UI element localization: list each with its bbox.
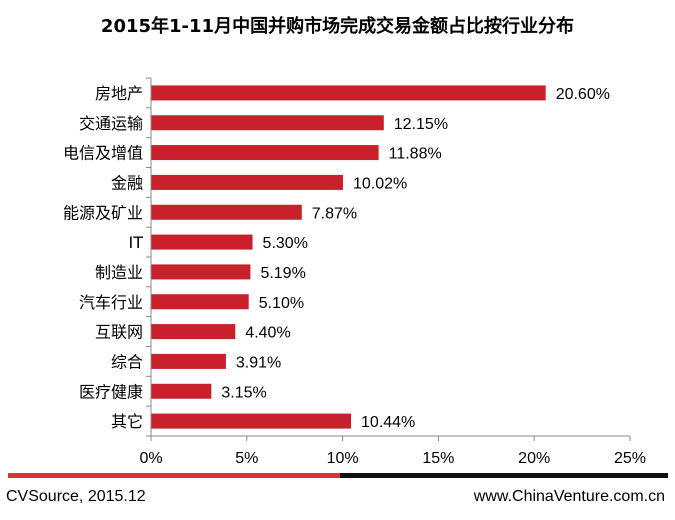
category-label: 能源及矿业 xyxy=(63,203,143,222)
category-label: 金融 xyxy=(111,173,143,192)
category-label: IT xyxy=(129,233,144,252)
data-label: 5.19% xyxy=(260,265,305,282)
data-label: 10.44% xyxy=(361,414,415,431)
bar xyxy=(151,264,251,280)
site-label: www.ChinaVenture.com.cn xyxy=(473,488,665,505)
chart-title: 2015年1-11月中国并购市场完成交易金额占比按行业分布 xyxy=(100,16,575,37)
data-label: 12.15% xyxy=(394,116,448,133)
category-label: 电信及增值 xyxy=(63,144,143,163)
labels-layer: 房地产 20.60% 交通运输 12.15% 电信及增值 11.88% 金融 10.02% 能源… xyxy=(63,84,646,467)
bar xyxy=(151,294,249,310)
data-label: 5.10% xyxy=(259,295,304,312)
data-label: 5.30% xyxy=(263,235,308,252)
data-label: 10.02% xyxy=(353,175,407,192)
category-label: 交通运输 xyxy=(79,114,143,133)
category-label: 汽车行业 xyxy=(79,293,143,312)
bar xyxy=(151,353,226,369)
bar xyxy=(151,413,352,429)
bar xyxy=(151,115,384,131)
x-tick-label: 20% xyxy=(518,450,550,467)
category-label: 其它 xyxy=(111,412,143,431)
bar xyxy=(151,383,212,399)
x-tick-label: 25% xyxy=(614,450,646,467)
category-label: 制造业 xyxy=(95,263,143,282)
category-label: 综合 xyxy=(111,352,143,371)
data-label: 20.60% xyxy=(556,86,610,103)
x-tick-label: 5% xyxy=(235,450,258,467)
source-label: CVSource, 2015.12 xyxy=(6,488,146,505)
footer-rule-red xyxy=(8,473,343,478)
axis-layer xyxy=(146,77,631,441)
bar xyxy=(151,234,253,250)
footer-rule-dark xyxy=(340,473,668,478)
bar xyxy=(151,85,546,101)
data-label: 11.88% xyxy=(389,146,442,163)
x-tick-label: 15% xyxy=(422,450,454,467)
category-label: 互联网 xyxy=(95,323,143,342)
bars-layer xyxy=(151,85,546,429)
data-label: 7.87% xyxy=(312,205,357,222)
category-label: 医疗健康 xyxy=(79,382,143,401)
bar xyxy=(151,204,302,220)
category-label: 房地产 xyxy=(95,84,143,103)
data-label: 3.15% xyxy=(221,384,266,401)
bar xyxy=(151,145,379,161)
bar xyxy=(151,174,343,190)
data-label: 4.40% xyxy=(245,325,290,342)
x-tick-label: 10% xyxy=(327,450,359,467)
data-label: 3.91% xyxy=(236,354,281,371)
x-tick-label: 0% xyxy=(139,450,162,467)
bar xyxy=(151,324,236,340)
